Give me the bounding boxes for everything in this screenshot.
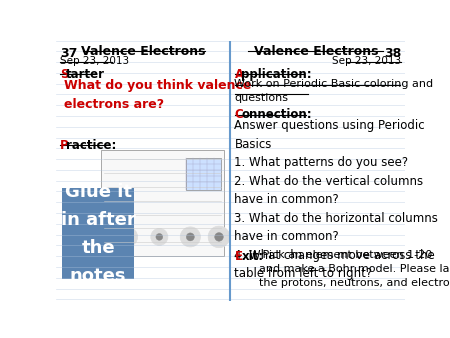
Text: Valence Electrons: Valence Electrons [81,45,205,58]
Text: Glue it
in after
the
notes: Glue it in after the notes [61,183,135,285]
Text: Sep 23, 2013: Sep 23, 2013 [332,56,401,66]
Circle shape [156,234,163,240]
Text: 38: 38 [384,47,401,60]
Text: Answer questions using Periodic
Basics
1. What patterns do you see?
2. What do t: Answer questions using Periodic Basics 1… [234,119,438,280]
Circle shape [215,233,223,241]
Text: E: E [234,250,243,263]
Text: ractice:: ractice: [66,139,116,152]
Circle shape [180,227,200,247]
Text: P: P [60,139,69,152]
Text: Valence Electrons: Valence Electrons [254,45,378,58]
Text: tarter: tarter [66,68,104,81]
Text: Pick an element between 1-20
and make a Bohr model. Please label
the protons, ne: Pick an element between 1-20 and make a … [258,250,450,288]
Text: A: A [234,68,243,81]
Circle shape [208,226,230,248]
Text: 37: 37 [60,47,77,60]
Text: xit:: xit: [242,250,264,263]
Bar [186,158,220,190]
Text: Sep 23, 2013: Sep 23, 2013 [60,56,129,66]
Circle shape [125,233,132,241]
Circle shape [186,233,194,241]
Bar [63,188,134,279]
Text: pplication:: pplication: [242,68,312,81]
Bar [101,150,224,256]
Circle shape [151,228,168,245]
Text: What do you think valence
electrons are?: What do you think valence electrons are? [64,79,252,111]
Text: Work on Periodic Basic coloring and
questions: Work on Periodic Basic coloring and ques… [234,79,434,103]
Circle shape [119,228,138,246]
Text: onnection:: onnection: [242,108,312,121]
Text: S: S [60,68,68,81]
Text: C: C [234,108,243,121]
